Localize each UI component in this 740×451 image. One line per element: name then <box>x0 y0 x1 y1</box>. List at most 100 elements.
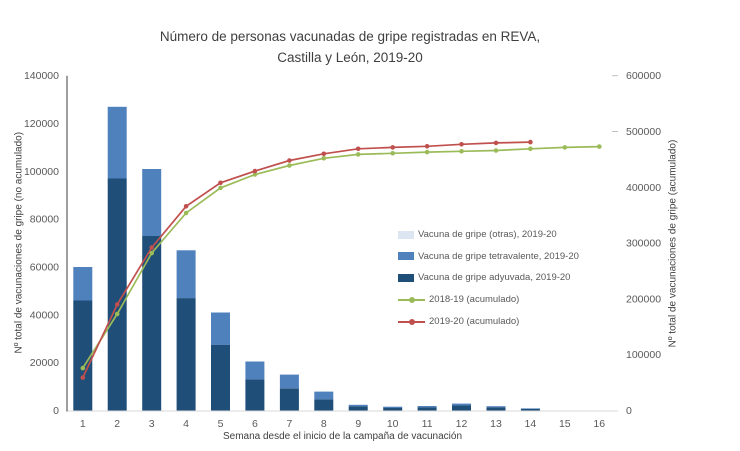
bar-week4-segment <box>176 250 196 299</box>
bar-week6-segment <box>245 361 265 380</box>
legend-label: 2018-19 (acumulado) <box>429 294 520 306</box>
left-axis-tick-label: 80000 <box>30 214 59 226</box>
legend-item: Vacuna de gripe tetravalente, 2019-20 <box>398 246 579 268</box>
right-axis-tick-label: 500000 <box>626 126 661 138</box>
legend-label: Vacuna de gripe tetravalente, 2019-20 <box>418 250 579 262</box>
marker-2018-19 (acumulado) <box>80 365 86 371</box>
right-axis-tick-label: 0 <box>626 405 632 417</box>
bar-week6-segment <box>245 379 265 411</box>
bar-week5-segment <box>211 344 230 411</box>
bar-week2-segment <box>107 178 127 411</box>
marker-2019-20 (acumulado) <box>493 140 499 146</box>
bar-week9-segment <box>348 404 368 407</box>
marker-2019-20 (acumulado) <box>424 144 430 149</box>
marker-2018-19 (acumulado) <box>597 144 602 149</box>
bar-week14-segment <box>520 408 540 411</box>
marker-2019-20 (acumulado) <box>321 151 327 157</box>
bar-week3-segment <box>142 169 162 236</box>
bar-week7-segment <box>279 388 299 411</box>
marker-2019-20 (acumulado) <box>355 146 361 152</box>
bar-week13-segment <box>486 406 506 408</box>
legend-swatch-line-icon <box>398 318 425 325</box>
bar-week12-segment <box>452 403 471 406</box>
right-axis-tick-label: 100000 <box>626 349 661 361</box>
x-axis-title: Semana desde el inicio de la campaña de … <box>222 431 463 442</box>
legend-swatch-box-icon <box>398 273 414 282</box>
legend-swatch-box-icon <box>398 230 414 239</box>
legend-item: Vacuna de gripe (otras), 2019-20 <box>398 224 579 246</box>
bar-week10-segment <box>383 406 403 408</box>
left-axis-tick-label: 20000 <box>30 357 59 369</box>
x-axis-tick-label: 5 <box>218 418 224 430</box>
legend-label: 2019-20 (acumulado) <box>429 315 520 327</box>
line-2019-20 (acumulado) <box>82 141 531 378</box>
marker-2018-19 (acumulado) <box>355 152 361 157</box>
legend-swatch-line-icon <box>398 296 425 304</box>
marker-2018-19 (acumulado) <box>528 146 533 152</box>
marker-2019-20 (acumulado) <box>390 145 396 150</box>
marker-2018-19 (acumulado) <box>149 250 154 256</box>
legend-item: Vacuna de gripe adyuvada, 2019-20 <box>398 267 579 289</box>
legend-swatch-box-icon <box>398 252 414 261</box>
marker-2019-20 (acumulado) <box>459 142 464 147</box>
chart-title-line-2: Castilla y León, 2019-20 <box>277 50 423 65</box>
marker-2019-20 (acumulado) <box>252 168 258 174</box>
x-axis-tick-label: 4 <box>183 418 189 430</box>
left-axis-tick-label: 140000 <box>24 70 59 82</box>
marker-2018-19 (acumulado) <box>424 149 430 155</box>
legend: Vacuna de gripe (otras), 2019-20 Vacuna d… <box>398 224 579 332</box>
left-axis-tick-label: 60000 <box>30 262 59 274</box>
bar-week3-segment <box>142 235 162 411</box>
chart-title: Número de personas vacunadas de gripe re… <box>0 26 700 68</box>
bar-week9-segment <box>348 406 368 411</box>
bar-week13-segment <box>486 407 506 411</box>
x-axis-tick-label: 2 <box>114 418 120 430</box>
right-axis-title: Nº total de vacunaciones de gripe (acumu… <box>667 139 679 348</box>
x-axis-tick-label: 12 <box>456 418 468 430</box>
right-axis-tick-label: 300000 <box>626 238 661 250</box>
marker-2019-20 (acumulado) <box>287 158 292 163</box>
marker-2018-19 (acumulado) <box>252 172 258 177</box>
bar-week7-segment <box>279 374 299 389</box>
marker-2019-20 (acumulado) <box>149 245 154 250</box>
bar-week12-segment <box>452 405 471 411</box>
marker-2018-19 (acumulado) <box>562 145 568 150</box>
legend-label: Vacuna de gripe (otras), 2019-20 <box>418 229 557 241</box>
marker-2018-19 (acumulado) <box>218 185 223 191</box>
bar-week1-segment <box>73 267 93 301</box>
marker-2018-19 (acumulado) <box>183 210 189 216</box>
marker-2018-19 (acumulado) <box>493 148 499 153</box>
marker-2019-20 (acumulado) <box>218 180 223 186</box>
x-axis-tick-label: 10 <box>387 418 399 430</box>
x-axis-tick-label: 13 <box>490 418 502 430</box>
x-axis-tick-label: 1 <box>80 418 86 430</box>
bar-week4-segment <box>176 298 196 411</box>
marker-2018-19 (acumulado) <box>459 149 464 154</box>
marker-2018-19 (acumulado) <box>321 156 327 161</box>
x-axis-tick-label: 9 <box>355 418 361 430</box>
bar-week14-segment <box>520 408 540 409</box>
legend-label: Vacuna de gripe adyuvada, 2019-20 <box>418 272 571 284</box>
marker-2019-20 (acumulado) <box>183 204 189 209</box>
x-axis-tick-label: 6 <box>252 418 258 430</box>
right-axis-tick-label: 200000 <box>626 293 661 305</box>
left-axis-tick-label: 100000 <box>24 166 59 178</box>
bar-week1-segment <box>73 300 93 411</box>
x-axis-tick-label: 7 <box>286 418 292 430</box>
chart-title-line-1: Número de personas vacunadas de gripe re… <box>159 29 541 44</box>
x-axis-tick-label: 11 <box>422 418 433 430</box>
x-axis-tick-label: 8 <box>321 418 327 430</box>
x-axis-tick-label: 3 <box>149 418 155 430</box>
x-axis-tick-label: 15 <box>559 418 571 430</box>
bar-week11-segment <box>417 406 437 408</box>
bar-week5-segment <box>211 312 230 345</box>
marker-2019-20 (acumulado) <box>80 375 86 380</box>
left-axis-tick-label: 0 <box>53 405 59 417</box>
right-axis-tick-label: 400000 <box>626 182 661 194</box>
legend-line-marker <box>409 297 415 304</box>
left-axis-title: Nº total de vacunaciones de gripe (no ac… <box>13 131 25 354</box>
legend-item: 2019-20 (acumulado) <box>398 310 579 332</box>
marker-2019-20 (acumulado) <box>114 302 120 307</box>
